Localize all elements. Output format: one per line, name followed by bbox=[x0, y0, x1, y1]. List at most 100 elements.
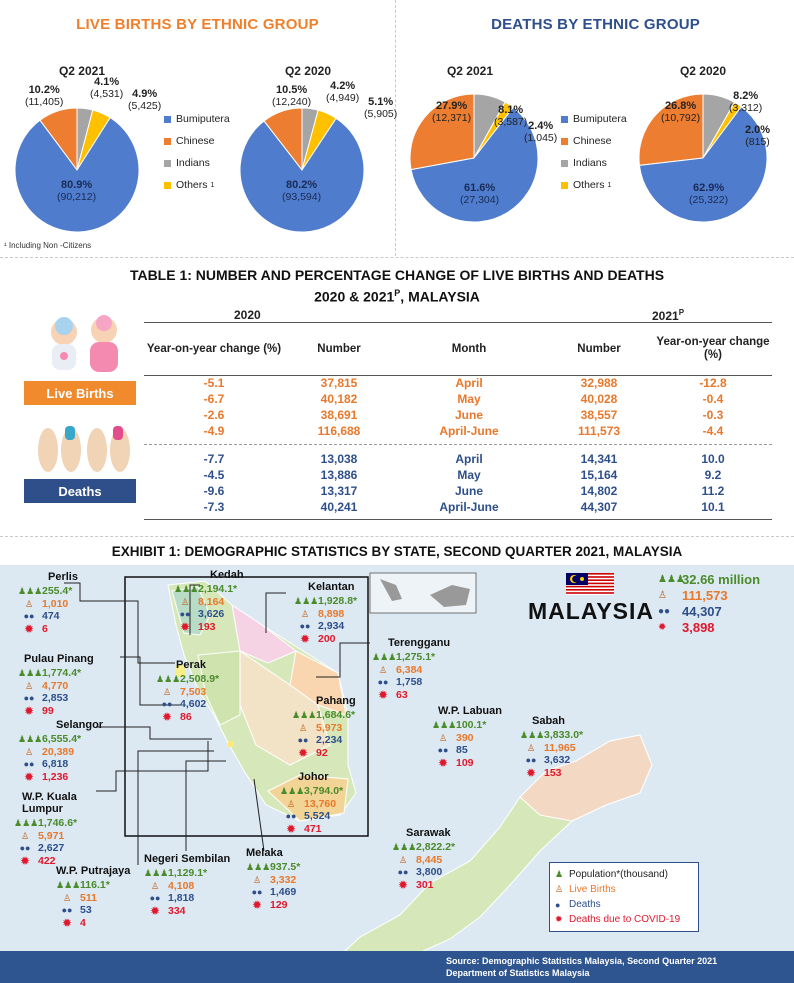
pie-label-others: 2.4% (1,045) bbox=[524, 120, 558, 144]
baby-icon: ♙ bbox=[378, 664, 388, 675]
population-icon: ♟♟♟ bbox=[144, 868, 169, 879]
virus-icon: ✹ bbox=[251, 897, 263, 912]
pie-label-indians: 4.1% (4,531) bbox=[90, 76, 124, 100]
state-kelantan: Kelantan ♟♟♟ 1,928.8* ♙ 8,898 ●● 2,934 ✹ 200 bbox=[294, 581, 358, 646]
baby-icon: ♙ bbox=[162, 686, 172, 697]
pie-year-label: Q2 2021 bbox=[58, 64, 106, 78]
state-wp-labuan: W.P. Labuan ♟♟♟ 100.1* ♙ 390 ●● 85 ✹ 109 bbox=[432, 705, 502, 770]
feet-icon: ●● bbox=[61, 905, 73, 916]
baby-icon: ♙ bbox=[180, 596, 190, 607]
virus-icon: ✹ bbox=[377, 687, 389, 702]
virus-icon: ✹ bbox=[149, 903, 161, 918]
legend-item-others: Others 1 bbox=[561, 174, 627, 196]
baby-icon: ♙ bbox=[150, 880, 160, 891]
pie-slice-bumiputera bbox=[410, 106, 539, 223]
virus-icon: ✹ bbox=[397, 877, 409, 892]
legend-item-indians: Indians bbox=[561, 152, 627, 174]
legend-swatch bbox=[164, 159, 171, 167]
population-icon: ♟♟♟ bbox=[18, 586, 43, 597]
header-number-2020: Number bbox=[317, 342, 361, 355]
population-icon: ♟♟♟ bbox=[174, 584, 199, 595]
feet-icon: ●● bbox=[161, 699, 173, 710]
feet-icon: ●● bbox=[297, 735, 309, 746]
virus-icon: ✹ bbox=[299, 631, 311, 646]
virus-icon: ✹ bbox=[23, 769, 35, 784]
feet-icon: ●● bbox=[19, 843, 31, 854]
legend-swatch bbox=[561, 115, 568, 123]
feet-icon: ●● bbox=[149, 893, 161, 904]
population-icon: ♟♟♟ bbox=[246, 862, 271, 873]
table-title: TABLE 1: NUMBER AND PERCENTAGE CHANGE OF… bbox=[129, 267, 665, 305]
table-row: -4.5 13,886 May 15,164 9.2 bbox=[203, 468, 722, 482]
population-icon: ♟♟♟ bbox=[14, 818, 39, 829]
feet-icon: ●● bbox=[179, 609, 191, 620]
baby-icon: ♙ bbox=[286, 798, 296, 809]
baby-icon: ♙ bbox=[24, 746, 34, 757]
feet-icon: ●● bbox=[23, 759, 35, 770]
legend-swatch bbox=[164, 181, 171, 189]
header-number-2021: Number bbox=[577, 342, 621, 355]
feet-icon: ● bbox=[555, 899, 561, 910]
national-totals: ♟♟♟ 32.66 million ♙ 111,573 ●● 44,307 ✹ 3,89… bbox=[658, 571, 761, 635]
map-legend: ♟ Population*(thousand) ♙ Live Births ● Dea… bbox=[549, 862, 699, 932]
pie-slice-chinese bbox=[409, 93, 475, 171]
table-row: -9.6 13,317 June 14,802 11.2 bbox=[203, 484, 725, 498]
state-sarawak: Sarawak ♟♟♟ 2,822.2* ♙ 8,445 ●● 3,800 ✹ 301 bbox=[392, 827, 456, 892]
pie-label-bumiputera: 80.9% (90,212) bbox=[57, 179, 97, 203]
feet-icon: ●● bbox=[658, 605, 671, 617]
state-negeri-sembilan: Negeri Sembilan ♟♟♟ 1,129.1* ♙ 4,108 ●● 1,8… bbox=[144, 853, 231, 918]
feet-icon: ●● bbox=[23, 611, 35, 622]
baby-icon: ♙ bbox=[398, 854, 408, 865]
pie-label-indians: 8.1% (3,587) bbox=[494, 104, 528, 128]
state-melaka: Melaka ♟♟♟ 937.5* ♙ 3,332 ●● 1,469 ✹ 129 bbox=[246, 847, 301, 912]
legend-swatch bbox=[164, 137, 171, 145]
virus-icon: ✹ bbox=[285, 821, 297, 836]
pie-slice-bumiputera bbox=[638, 106, 768, 223]
pie-year-label: Q2 2020 bbox=[284, 64, 332, 78]
deaths-title: DEATHS BY ETHNIC GROUP bbox=[491, 16, 700, 33]
table-row: -5.1 37,815 April 32,988 -12.8 bbox=[203, 376, 727, 390]
virus-icon: ✹ bbox=[19, 853, 31, 868]
pie-label-others: 4.9% (5,425) bbox=[128, 88, 162, 112]
state-johor: Johor ♟♟♟ 3,794.0* ♙ 13,760 ●● 5,524 ✹ 471 bbox=[280, 771, 344, 836]
pie-label-bumiputera: 80.2% (93,594) bbox=[282, 179, 322, 203]
footnote: ¹ Including Non -Citizens bbox=[4, 241, 92, 250]
baby-icon: ♙ bbox=[555, 884, 564, 894]
source-note: Source: Demographic Statistics Malaysia,… bbox=[0, 951, 794, 983]
population-icon: ♟♟♟ bbox=[18, 668, 43, 679]
pie-label-bumiputera: 62.9% (25,322) bbox=[689, 182, 729, 206]
header-yoy-2020: Year-on-year change (%) bbox=[146, 342, 282, 355]
map-landmass bbox=[64, 572, 653, 970]
pie-label-chinese: 27.9% (12,371) bbox=[432, 100, 472, 124]
births-legend: Bumiputera Chinese Indians Others 1 bbox=[164, 108, 230, 196]
pie-label-chinese: 10.5% (12,240) bbox=[272, 84, 312, 108]
baby-icon: ♙ bbox=[300, 608, 310, 619]
baby-icon: ♙ bbox=[20, 830, 30, 841]
table-row: -7.7 13,038 April 14,341 10.0 bbox=[203, 452, 725, 466]
deaths-badge: Deaths bbox=[24, 479, 136, 503]
state-sabah: Sabah ♟♟♟ 3,833.0* ♙ 11,965 ●● 3,632 ✹ 153 bbox=[520, 715, 584, 780]
virus-icon: ✹ bbox=[23, 703, 35, 718]
table-row: -2.6 38,691 June 38,557 -0.3 bbox=[203, 408, 724, 422]
section-divider bbox=[0, 257, 794, 258]
live-births-panel: LIVE BIRTHS BY ETHNIC GROUP Q2 2021 10.2… bbox=[0, 0, 397, 256]
population-icon: ♟♟♟ bbox=[392, 842, 417, 853]
deaths-legend: Bumiputera Chinese Indians Others 1 bbox=[561, 108, 627, 196]
baby-icon: ♙ bbox=[252, 874, 262, 885]
section-divider bbox=[0, 536, 794, 537]
population-icon: ♟♟♟ bbox=[280, 786, 305, 797]
virus-icon: ✹ bbox=[525, 765, 537, 780]
pie-label-indians: 4.2% (4,949) bbox=[326, 80, 360, 104]
state-perak: Perak ♟♟♟ 2,508.9* ♙ 7,503 ●● 4,602 ✹ 86 bbox=[156, 659, 220, 724]
table-row: -4.9 116,688 April-June 111,573 -4.4 bbox=[203, 424, 724, 438]
feet-icon: ●● bbox=[397, 867, 409, 878]
feet-icon: ●● bbox=[23, 693, 35, 704]
baby-icon: ♙ bbox=[438, 732, 448, 743]
pie-chart bbox=[638, 93, 768, 223]
header-yoy-2021: Year-on-year change (%) bbox=[656, 336, 770, 361]
live-births-title: LIVE BIRTHS BY ETHNIC GROUP bbox=[76, 16, 319, 33]
babies-illustration bbox=[51, 315, 118, 372]
feet-icon: ●● bbox=[251, 887, 263, 898]
feet-icon: ●● bbox=[299, 621, 311, 632]
year-2021-label: 2021P bbox=[652, 308, 685, 323]
